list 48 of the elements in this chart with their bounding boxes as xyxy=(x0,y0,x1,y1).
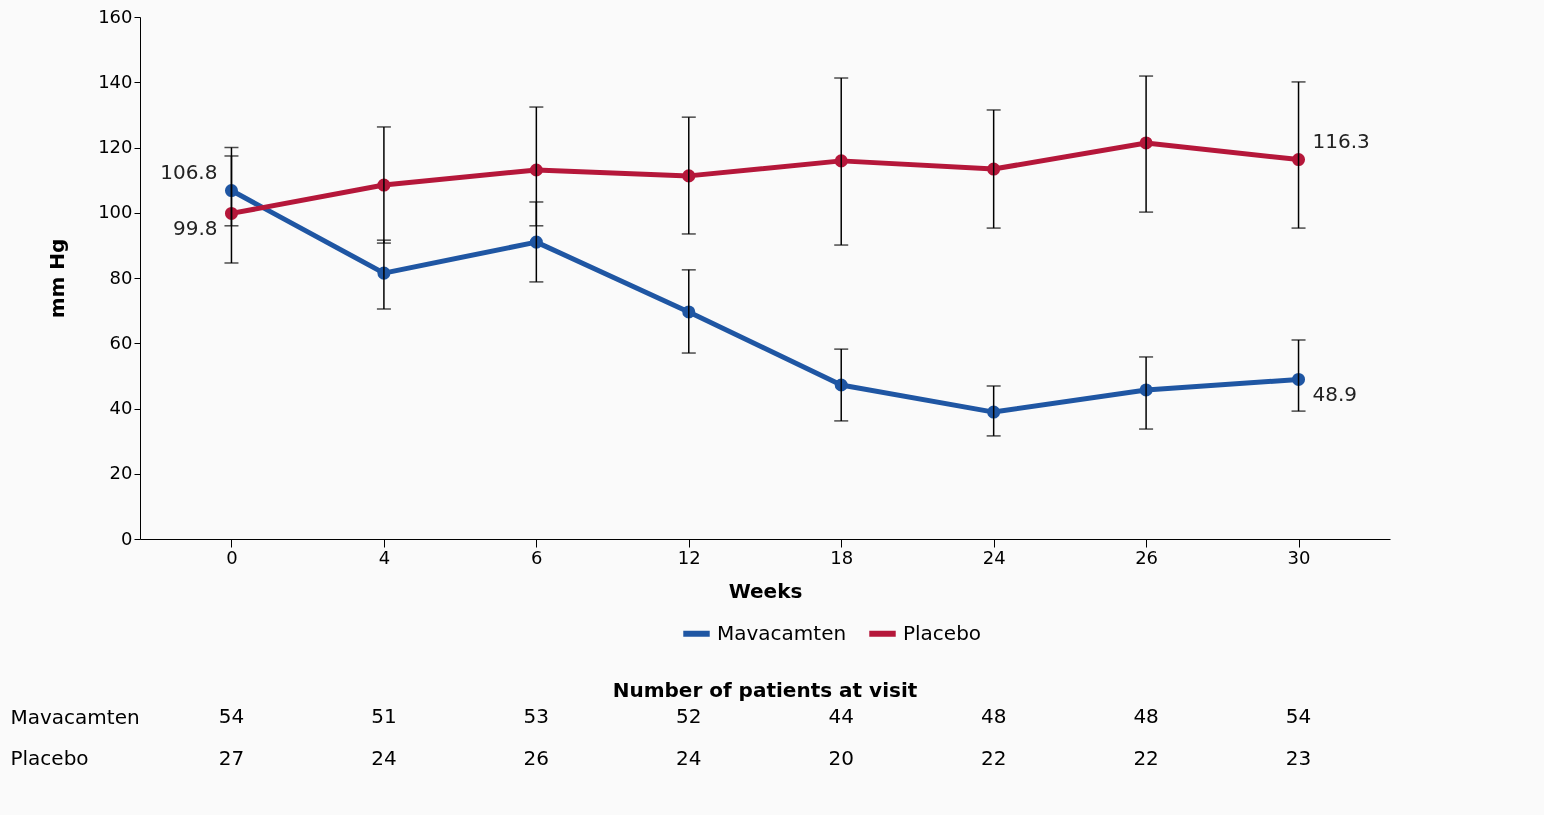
text: 24 xyxy=(676,745,702,770)
x-tick-label: 4 xyxy=(378,546,391,568)
x-tick-label: 24 xyxy=(982,546,1006,568)
x-axis-title: Weeks xyxy=(728,578,803,603)
text: 51 xyxy=(371,704,397,729)
y-tick-label: 40 xyxy=(109,397,133,418)
x-tick-label: 0 xyxy=(226,546,238,568)
y-tick-label: 120 xyxy=(98,136,133,157)
y-tick-label: 100 xyxy=(98,201,133,223)
point xyxy=(224,184,238,198)
y-tick-label: 160 xyxy=(98,5,133,27)
text: 54 xyxy=(218,704,245,729)
text: 20 xyxy=(828,745,854,770)
y-tick-label: 20 xyxy=(109,462,133,484)
point xyxy=(224,206,238,220)
text: 22 xyxy=(980,745,1007,770)
x-tick-label: 30 xyxy=(1287,546,1311,568)
y-axis-title: mm Hg xyxy=(45,238,70,319)
text: 23 xyxy=(1285,745,1312,770)
text: 44 xyxy=(828,704,854,729)
x-tick-label: 18 xyxy=(830,546,854,568)
x-tick-label: 12 xyxy=(677,546,701,568)
x-tick-label: 6 xyxy=(531,546,543,568)
y-tick-label: 0 xyxy=(121,527,133,549)
text: 26 xyxy=(523,745,550,770)
text: 48 xyxy=(1133,704,1159,729)
data-label: 116.3 xyxy=(1312,128,1370,153)
text: 48 xyxy=(980,704,1007,729)
data-label: 99.8 xyxy=(172,216,218,241)
data-label: 106.8 xyxy=(160,159,218,184)
y-tick-label: 140 xyxy=(98,70,133,92)
legend-label: Mavacamten xyxy=(717,620,847,645)
point xyxy=(1292,153,1306,167)
text: 54 xyxy=(1285,704,1312,729)
text: Number of patients at visit xyxy=(612,678,918,703)
text: 53 xyxy=(523,704,550,729)
text: 22 xyxy=(1133,745,1159,770)
x-tick-label: 26 xyxy=(1135,546,1159,568)
y-tick-label: 60 xyxy=(109,331,133,353)
text: 27 xyxy=(218,745,245,770)
text: Placebo xyxy=(10,746,89,771)
y-tick-label: 80 xyxy=(109,266,133,288)
text: 52 xyxy=(676,704,702,729)
legend-label: Placebo xyxy=(903,620,982,645)
point xyxy=(1292,372,1306,386)
text: Mavacamten xyxy=(10,704,140,729)
data-label: 48.9 xyxy=(1312,382,1358,407)
text: 24 xyxy=(371,745,397,770)
